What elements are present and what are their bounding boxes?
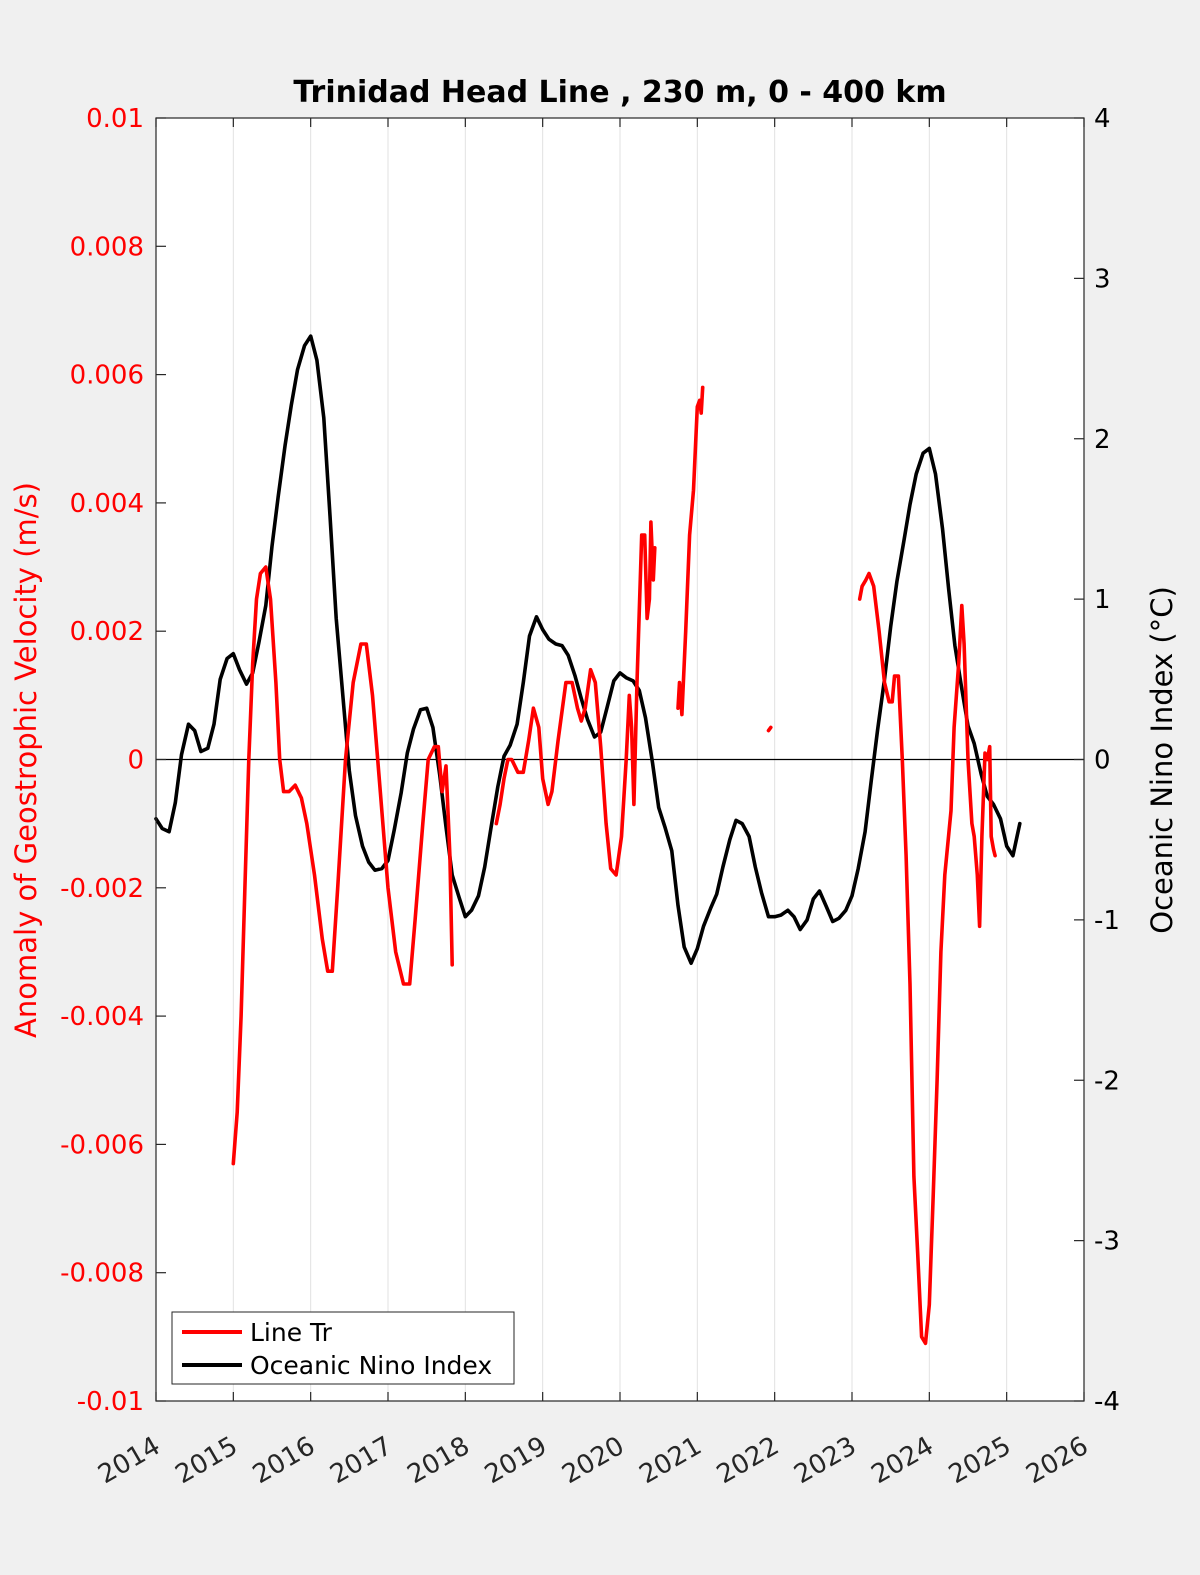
left-axis-ticks: -0.01 -0.008 -0.006 -0.004 -0.002 0 0.002 0.004… <box>60 104 166 1417</box>
left-tick-label: 0.006 <box>70 361 144 391</box>
right-axis-label: Oceanic Nino Index (°C) <box>1145 586 1179 934</box>
left-tick-label: -0.006 <box>60 1130 144 1160</box>
series-line-segment <box>154 334 1022 965</box>
series-line-segment <box>676 385 705 717</box>
legend-box <box>171 1311 515 1385</box>
left-tick-label: 0 <box>127 746 144 776</box>
series-line-segment <box>857 571 997 1346</box>
right-tick-label: -4 <box>1094 1387 1120 1417</box>
left-tick-label: 0.01 <box>86 104 144 134</box>
left-tick-label: -0.01 <box>77 1387 144 1417</box>
legend-label-oni: Oceanic Nino Index <box>250 1351 492 1380</box>
left-tick-label: 0.002 <box>70 617 144 647</box>
right-tick-label: 1 <box>1094 585 1111 615</box>
right-tick-label: 3 <box>1094 264 1111 294</box>
right-tick-label: 2 <box>1094 425 1111 455</box>
series-line-tr <box>231 385 997 1346</box>
series-line-segment <box>231 565 454 1166</box>
chart-title: Trinidad Head Line , 230 m, 0 - 400 km <box>293 75 946 110</box>
series-layer <box>154 334 1022 1346</box>
left-tick-label: 0.008 <box>70 232 144 262</box>
series-line-segment <box>494 520 657 877</box>
left-tick-label: -0.002 <box>60 874 144 904</box>
legend-label-line-tr: Line Tr <box>250 1318 333 1347</box>
right-tick-label: -1 <box>1094 906 1120 936</box>
left-tick-label: -0.008 <box>60 1259 144 1289</box>
right-tick-label: -2 <box>1094 1066 1120 1096</box>
left-tick-label: 0.004 <box>70 489 144 519</box>
right-tick-label: -3 <box>1094 1227 1120 1257</box>
left-axis-label: Anomaly of Geostrophic Velocity (m/s) <box>9 482 43 1038</box>
series-oceanic-nino-index <box>154 334 1022 965</box>
left-tick-label: -0.004 <box>60 1002 144 1032</box>
right-tick-label: 0 <box>1094 746 1111 776</box>
right-tick-label: 4 <box>1094 104 1111 134</box>
series-line-segment <box>766 725 773 733</box>
right-axis-ticks: -4 -3 -2 -1 0 1 2 3 4 <box>1074 104 1120 1417</box>
legend: Line Tr Oceanic Nino Index <box>171 1311 515 1385</box>
